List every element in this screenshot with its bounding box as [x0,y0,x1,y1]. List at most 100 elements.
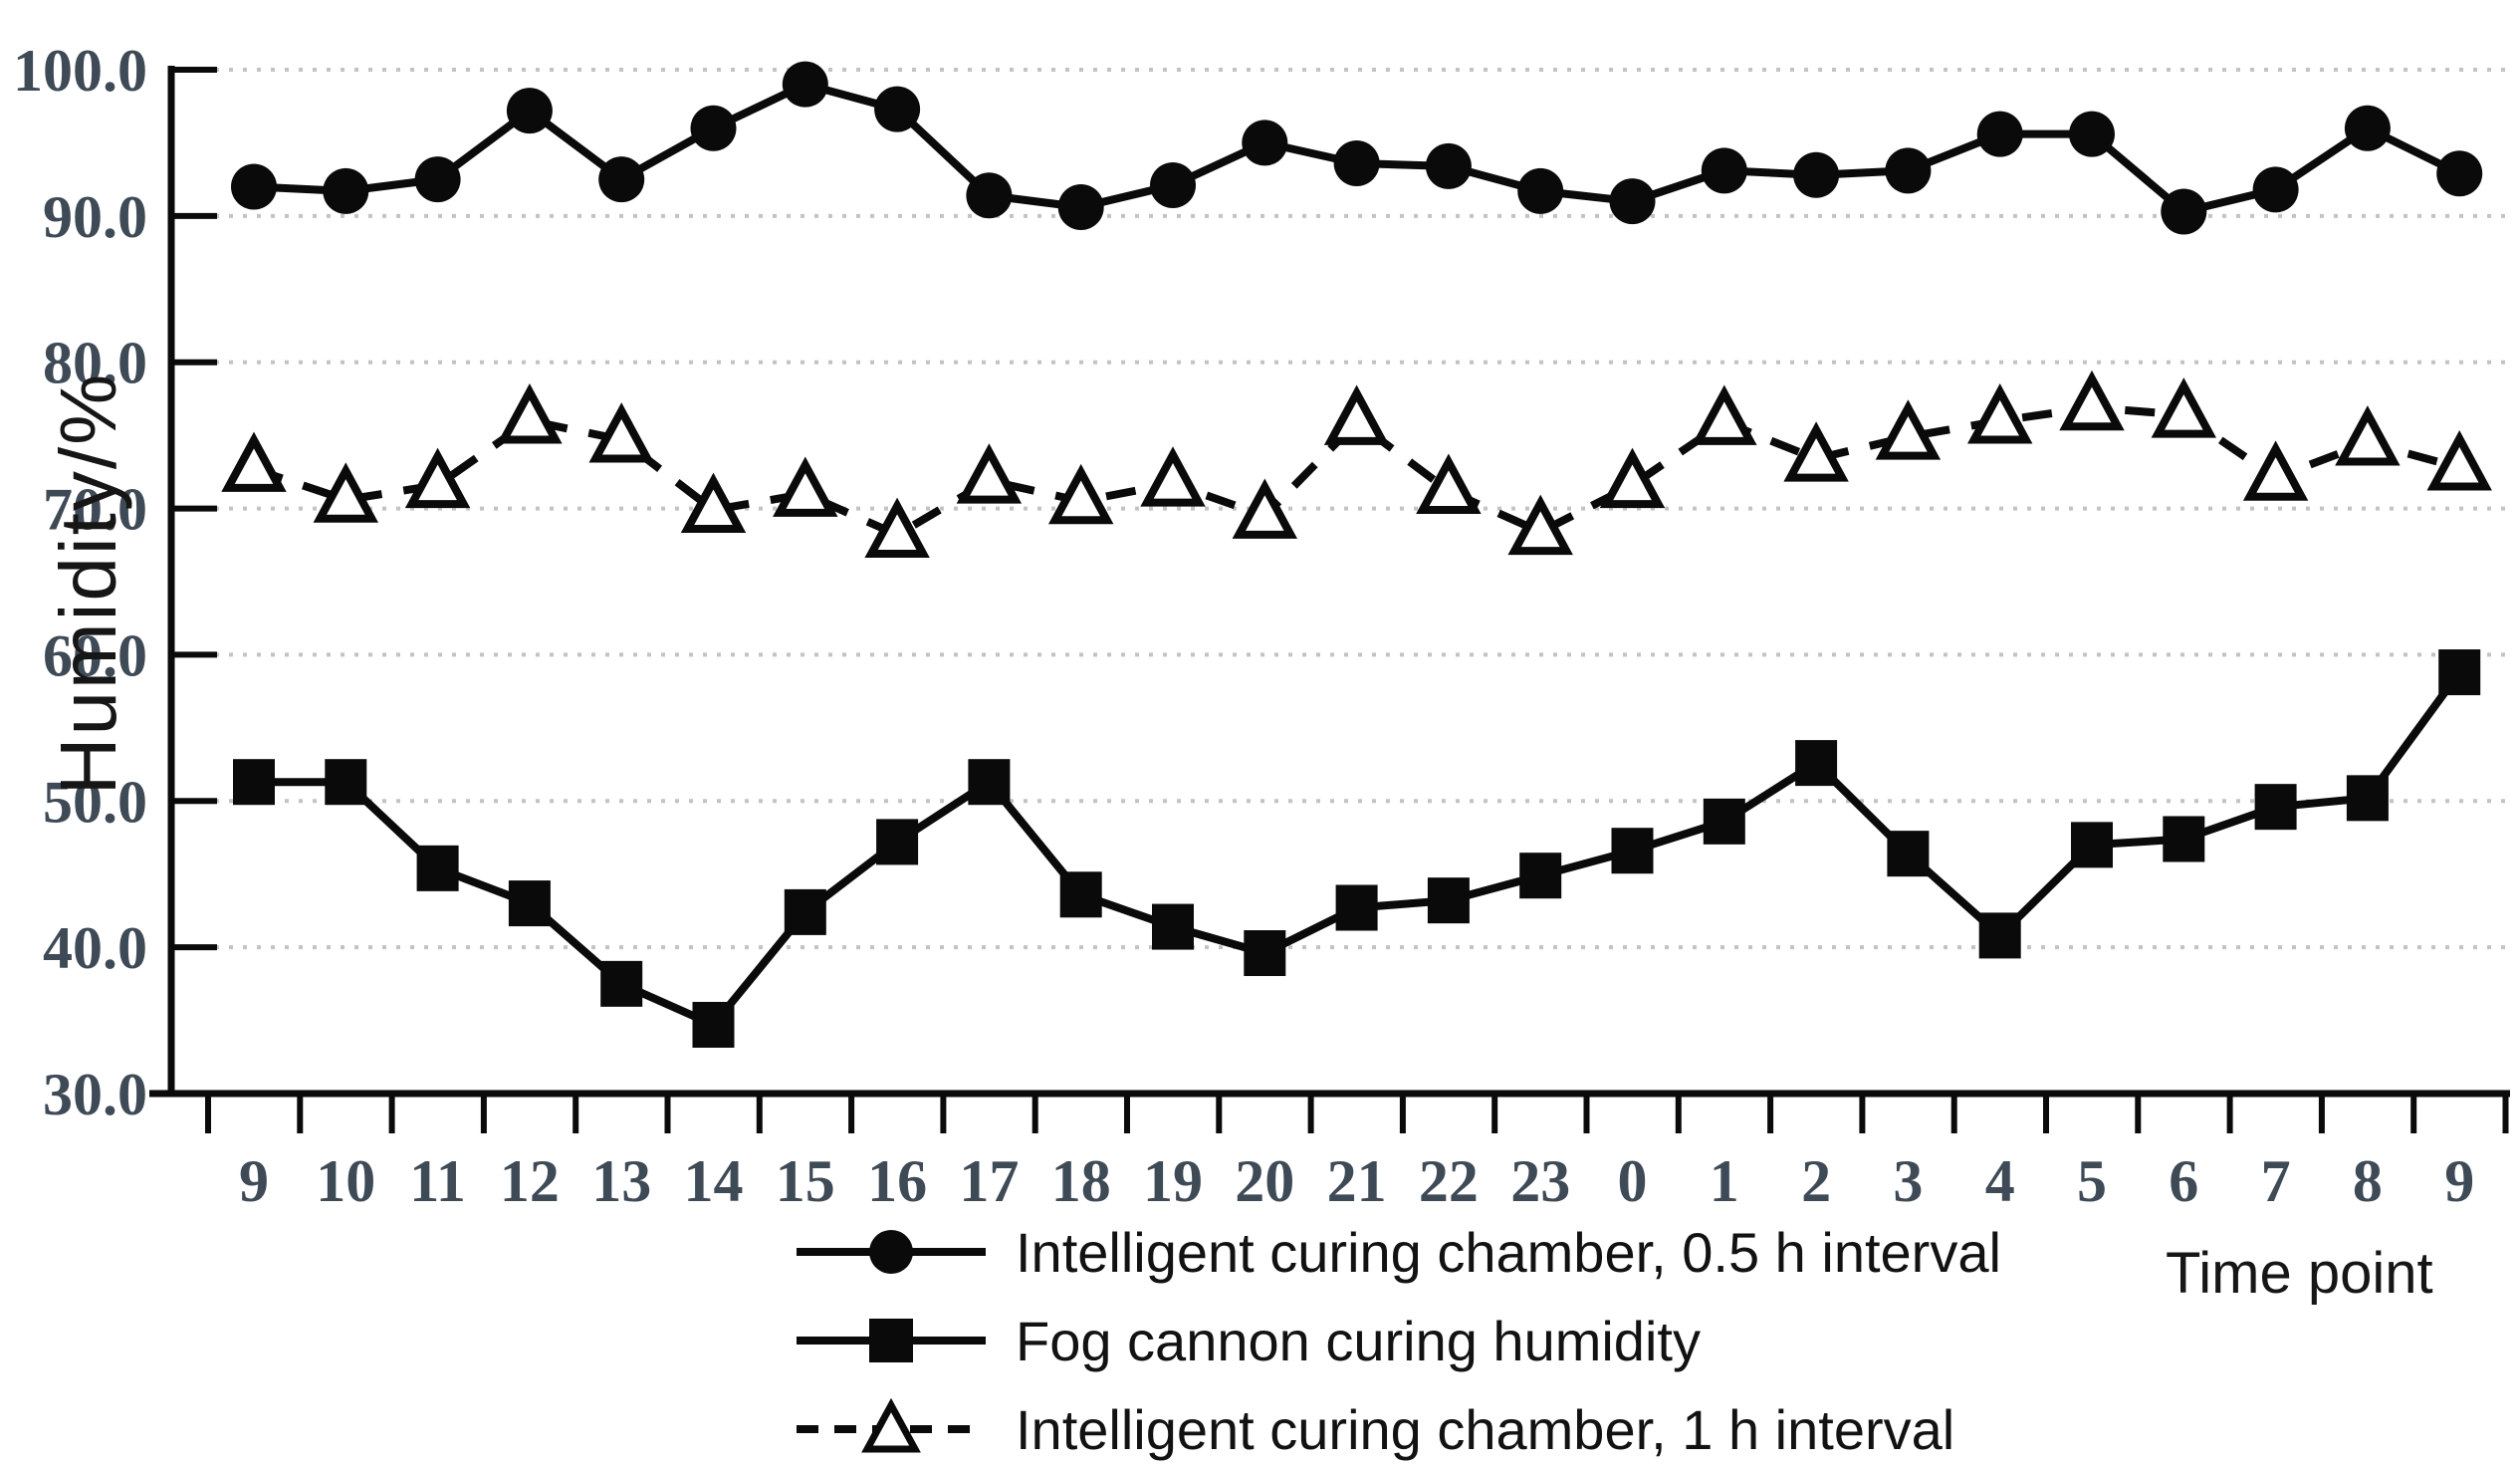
x-tick-label: 11 [409,1148,466,1214]
x-tick-label: 5 [2077,1148,2107,1214]
data-point-square [2346,775,2389,822]
x-tick-label: 16 [867,1148,927,1214]
data-point-square [1887,831,1930,877]
data-point-triangle [1599,447,1666,509]
data-point-circle [966,172,1013,219]
open-triangle-dashed-line-icon [797,1397,986,1453]
x-tick-label: 15 [776,1148,835,1214]
data-point-circle [414,156,461,203]
data-point-square [1703,798,1745,845]
data-point-square [1335,884,1378,931]
data-point-circle [1425,142,1472,189]
data-point-circle [1701,147,1747,194]
data-point-circle [874,86,921,132]
data-point-triangle [1232,478,1298,539]
data-point-triangle [313,462,379,523]
data-point-circle [1609,178,1656,225]
data-point-triangle [1140,446,1206,507]
data-point-square [2438,649,2481,696]
legend-item-chamber-1h: Intelligent curing chamber, 1 h interval [797,1397,2001,1461]
data-point-triangle [497,383,563,444]
data-point-square [1519,853,1562,899]
data-point-triangle [2242,440,2309,501]
data-point-triangle [1416,453,1482,514]
data-point-circle [1333,139,1380,186]
data-point-circle [231,163,277,210]
x-tick-label: 12 [500,1148,560,1214]
data-point-circle [506,88,553,134]
data-point-square [325,759,367,806]
data-point-circle [1793,151,1840,198]
x-tick-label: 4 [1985,1148,2015,1214]
x-tick-label: 19 [1143,1148,1203,1214]
x-tick-label: 8 [2353,1148,2383,1214]
x-tick-label: 7 [2261,1148,2291,1214]
x-tick-label: 3 [1893,1148,1923,1214]
data-point-square [508,880,551,927]
data-point-circle [1242,120,1288,166]
data-point-circle [2069,111,2115,157]
data-point-triangle [1692,384,1757,445]
data-point-triangle [404,447,471,509]
data-point-circle [2436,150,2483,197]
x-tick-label: 9 [2444,1148,2474,1214]
legend-label: Intelligent curing chamber, 0.5 h interv… [1016,1220,2001,1284]
data-point-circle [1885,147,1932,194]
y-tick-label: 60.0 [43,622,147,688]
x-tick-label: 20 [1235,1148,1294,1214]
data-point-circle [598,156,645,203]
data-point-triangle [221,431,287,492]
data-point-square [784,888,826,935]
y-tick-label: 80.0 [43,331,147,396]
data-point-triangle [956,443,1023,504]
data-point-triangle [2059,369,2125,431]
filled-square-solid-line-icon [797,1319,986,1362]
data-point-triangle [1783,421,1849,482]
data-point-square [600,960,643,1007]
data-point-square [1244,930,1286,977]
data-point-square [2254,784,2297,831]
x-tick-label: 1 [1710,1148,1739,1214]
data-point-square [1978,912,2021,959]
x-tick-label: 2 [1801,1148,1831,1214]
x-tick-label: 23 [1510,1148,1570,1214]
data-point-circle [1976,111,2023,157]
filled-circle-solid-line-icon [797,1230,986,1274]
data-point-square [416,845,459,891]
data-point-circle [1150,162,1196,209]
y-tick-label: 100.0 [13,38,147,104]
data-point-circle [2252,166,2299,213]
data-point-square [968,759,1011,806]
data-point-circle [323,167,369,214]
legend-label: Fog cannon curing humidity [1016,1309,1701,1372]
data-point-square [692,1001,735,1048]
data-point-square [233,759,275,806]
data-point-triangle [1047,463,1114,525]
data-point-triangle [864,497,930,559]
x-tick-label: 9 [239,1148,269,1214]
data-point-triangle [2426,430,2492,491]
legend-item-chamber-05h: Intelligent curing chamber, 0.5 h interv… [797,1220,2001,1284]
data-point-square [1427,877,1470,924]
y-axis-title: Humidity/% [44,371,132,796]
x-tick-label: 21 [1327,1148,1387,1214]
data-point-circle [782,61,828,108]
x-tick-label: 6 [2169,1148,2198,1214]
legend-label: Intelligent curing chamber, 1 h interval [1016,1397,1955,1461]
data-point-circle [1517,167,1564,214]
x-axis-title: Time point [2166,1241,2433,1306]
legend-item-fog-cannon: Fog cannon curing humidity [797,1309,2001,1372]
series-line-1 [254,669,2463,1029]
y-tick-label: 70.0 [43,477,147,543]
data-point-square [876,819,919,865]
x-tick-label: 0 [1618,1148,1648,1214]
data-point-circle [690,105,737,151]
data-point-triangle [1875,399,1942,460]
x-tick-label: 22 [1419,1148,1479,1214]
y-tick-label: 50.0 [43,769,147,835]
data-point-triangle [773,456,838,517]
y-tick-label: 90.0 [43,184,147,250]
data-point-square [1611,828,1654,874]
